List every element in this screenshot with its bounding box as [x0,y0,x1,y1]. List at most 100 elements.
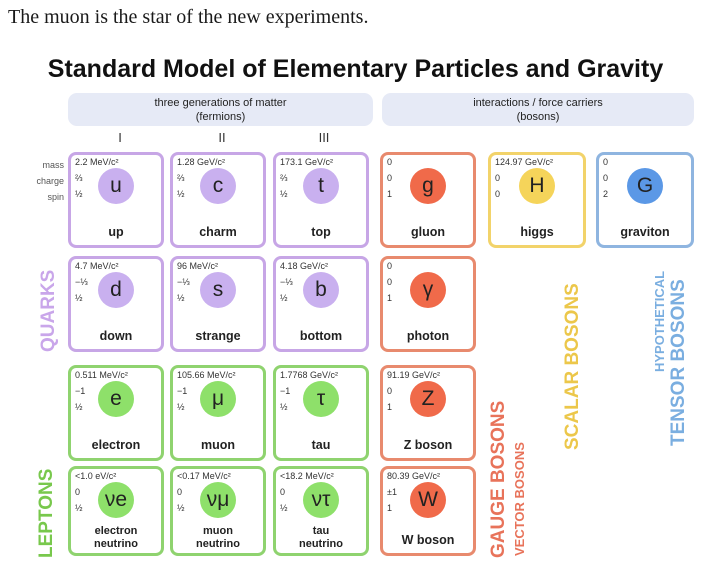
particle-symbol: ντ [303,482,339,518]
particle-charge: −1 [177,386,188,396]
particle-name: muon [200,438,236,452]
particle-card-down: 4.7 MeV/c² −⅓ ½ d down [68,256,164,352]
particle-mass: 1.7768 GeV/c² [280,370,339,380]
particle-name: top [311,225,331,239]
particle-name: up [108,225,124,239]
particle-mass: 0 [387,157,393,167]
particle-card-electron: 0.511 MeV/c² −1 ½ e electron [68,365,164,461]
particle-mass: 4.18 GeV/c² [280,261,329,271]
particle-symbol: H [519,168,555,204]
particle-charge: −⅓ [280,277,293,287]
particle-card-numu: <0.17 MeV/c² 0 ½ νμ muon neutrino [170,466,266,556]
bosons-line2: (bosons) [516,111,560,123]
particle-name: electron [91,438,141,452]
particle-charge: −⅓ [75,277,88,287]
particle-spin: ½ [75,402,83,412]
particle-symbol: γ [410,272,446,308]
particle-name: muon neutrino [196,525,240,550]
particle-symbol: G [627,168,663,204]
fermions-line2: (fermions) [195,111,246,123]
particle-mass: <1.0 eV/c² [75,471,117,481]
particle-charge: 0 [387,386,393,396]
caption: The muon is the star of the new experime… [8,6,369,28]
particle-spin: ½ [280,402,288,412]
particle-mass: 4.7 MeV/c² [75,261,119,271]
particle-spin: ½ [177,503,185,513]
particle-symbol: u [98,168,134,204]
generation-2: II [218,130,226,145]
particle-spin: ½ [177,293,185,303]
particle-name: W boson [401,533,455,547]
particle-charge: 0 [603,173,609,183]
particle-charge: 0 [387,173,393,183]
particle-card-top: 173.1 GeV/c² ⅔ ½ t top [273,152,369,248]
particle-symbol: W [410,482,446,518]
bosons-header: interactions / force carriers (bosons) [382,93,694,126]
particle-spin: 1 [387,293,393,303]
particle-card-zboson: 91.19 GeV/c² 0 1 Z Z boson [380,365,476,461]
particle-symbol: c [200,168,236,204]
particle-card-photon: 0 0 1 γ photon [380,256,476,352]
particle-spin: ½ [75,503,83,513]
particle-spin: 2 [603,189,609,199]
particle-spin: ½ [75,293,83,303]
particle-symbol: νμ [200,482,236,518]
particle-mass: 0 [387,261,393,271]
particle-card-nutau: <18.2 MeV/c² 0 ½ ντ tau neutrino [273,466,369,556]
particle-symbol: e [98,381,134,417]
tensor-bosons-label: TENSOR BOSONS [668,279,689,446]
particle-charge: 0 [177,487,183,497]
particle-mass: <0.17 MeV/c² [177,471,231,481]
particle-charge: 0 [387,277,393,287]
particle-mass: 0.511 MeV/c² [75,370,128,380]
particle-symbol: b [303,272,339,308]
particle-spin: ½ [280,189,288,199]
particle-symbol: Z [410,381,446,417]
particle-mass: 80.39 GeV/c² [387,471,441,481]
particle-name: photon [406,329,450,343]
particle-charge: ⅔ [75,173,83,183]
particle-mass: <18.2 MeV/c² [280,471,334,481]
particle-name: bottom [299,329,343,343]
quarks-label: QUARKS [38,269,59,352]
row-label-charge: charge [36,176,64,186]
vector-bosons-label: VECTOR BOSONS [512,442,527,556]
particle-spin: 1 [387,503,393,513]
particle-name: electron neutrino [94,525,138,550]
gauge-bosons-label: GAUGE BOSONS [488,400,509,558]
particle-symbol: μ [200,381,236,417]
particle-spin: ½ [75,189,83,199]
diagram-title: Standard Model of Elementary Particles a… [47,55,664,83]
particle-name: tau neutrino [299,525,343,550]
particle-mass: 1.28 GeV/c² [177,157,226,167]
bosons-line1: interactions / force carriers [473,97,603,109]
particle-charge: ⅔ [280,173,288,183]
particle-name: strange [195,329,241,343]
particle-name: down [99,329,133,343]
particle-spin: ½ [280,293,288,303]
particle-card-up: 2.2 MeV/c² ⅔ ½ u up [68,152,164,248]
particle-card-muon: 105.66 MeV/c² −1 ½ μ muon [170,365,266,461]
leptons-label: LEPTONS [36,468,57,558]
particle-spin: ½ [280,503,288,513]
particle-mass: 96 MeV/c² [177,261,219,271]
particle-spin: ½ [177,189,185,199]
particle-mass: 0 [603,157,609,167]
particle-name: higgs [520,225,554,239]
particle-name: gluon [410,225,445,239]
particle-spin: 1 [387,402,393,412]
fermions-line1: three generations of matter [154,97,287,109]
scalar-bosons-label: SCALAR BOSONS [562,283,583,450]
particle-card-charm: 1.28 GeV/c² ⅔ ½ c charm [170,152,266,248]
particle-mass: 2.2 MeV/c² [75,157,119,167]
particle-card-tau: 1.7768 GeV/c² −1 ½ τ tau [273,365,369,461]
particle-symbol: νe [98,482,134,518]
particle-charge: −1 [75,386,86,396]
particle-spin: 0 [495,189,501,199]
particle-card-nue: <1.0 eV/c² 0 ½ νe electron neutrino [68,466,164,556]
hypothetical-label: HYPOTHETICAL [652,270,667,372]
particle-card-bottom: 4.18 GeV/c² −⅓ ½ b bottom [273,256,369,352]
row-label-spin: spin [47,192,64,202]
